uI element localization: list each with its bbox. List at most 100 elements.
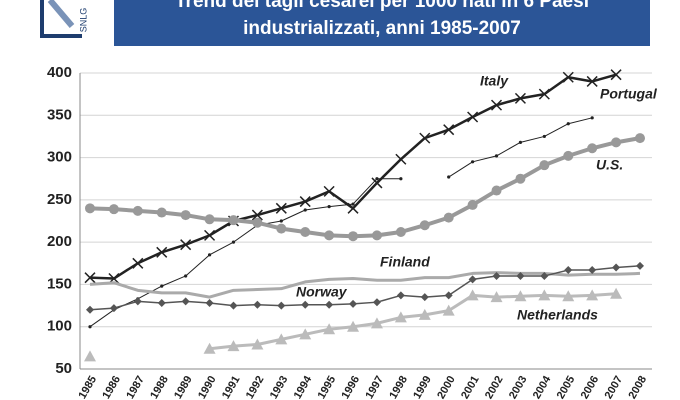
marker [611,137,622,148]
series-label: Netherlands [517,307,598,323]
marker [515,173,526,184]
marker [84,272,96,284]
marker [275,202,287,214]
x-tick-label: 1987 [124,374,147,400]
marker [372,298,381,307]
x-tick-label: 1985 [76,374,99,400]
marker [348,231,359,242]
series-line [89,136,641,239]
marker [494,154,499,158]
x-tick-label: 1995 [316,374,339,400]
marker [447,175,451,179]
marker [371,177,383,189]
x-tick-label: 1988 [148,374,171,400]
marker [156,207,167,218]
marker [301,300,310,309]
series-label: Italy [480,73,509,89]
x-tick-label: 2001 [459,374,482,400]
marker [395,153,407,165]
x-tick-label: 1989 [172,374,195,400]
marker [419,220,430,231]
x-tick-label: 2006 [579,374,602,400]
y-tick-label: 100 [47,318,72,335]
marker [229,301,238,310]
marker [371,230,382,241]
marker [490,99,503,111]
marker [180,239,192,251]
marker [443,212,454,223]
marker [156,246,168,258]
x-tick-label: 2008 [626,374,649,400]
marker [538,88,550,100]
marker [277,301,286,310]
marker [327,205,331,209]
x-tick-label: 1998 [387,374,410,400]
x-tick-label: 2000 [435,374,458,400]
marker [492,271,501,280]
y-tick-label: 250 [47,191,72,208]
x-tick-label: 1991 [220,374,243,400]
marker [157,299,166,308]
marker [299,328,312,340]
logo-arrow [47,0,75,28]
marker [324,230,335,241]
marker [566,122,570,126]
marker [540,271,549,280]
marker [563,150,574,161]
series-line [89,271,641,299]
marker [562,290,575,302]
marker [444,291,453,300]
marker [420,293,429,302]
marker [514,92,526,104]
marker [564,266,573,275]
marker [252,217,263,228]
series-line [209,292,617,351]
marker [133,297,142,306]
marker [253,300,262,309]
marker [299,196,311,208]
marker [636,261,644,270]
marker [610,69,622,81]
y-tick-label: 150 [47,275,72,292]
y-tick-label: 350 [47,106,72,123]
marker [303,208,307,212]
series-label: Portugal [600,86,658,102]
marker [471,160,475,164]
x-tick-label: 1993 [268,374,291,400]
marker [514,290,527,302]
marker [227,340,240,352]
chart-title: Trend dei tagli cesarei per 1000 nati in… [175,0,589,12]
x-tick-label: 2004 [531,373,554,400]
marker [466,289,479,301]
marker [84,350,96,362]
x-tick-label: 2002 [483,374,506,400]
marker [586,75,598,87]
marker [612,263,621,272]
series-label: U.S. [596,157,623,173]
logo-text: SNLG [78,8,88,33]
marker [587,143,598,154]
marker [228,215,239,226]
marker [418,308,431,320]
marker [399,177,403,181]
marker [184,274,188,278]
marker [539,160,550,171]
marker [300,226,311,237]
marker [542,134,546,139]
marker [562,71,574,83]
marker [518,140,523,144]
x-tick-label: 1997 [363,374,386,400]
marker [610,287,623,299]
marker [395,226,406,237]
marker [586,289,599,301]
marker [323,185,335,197]
marker [467,111,479,123]
marker [86,305,94,314]
marker [160,284,164,288]
marker [325,300,334,309]
marker [207,253,212,257]
series-line [89,73,617,280]
y-tick-label: 200 [47,233,72,250]
marker [275,333,288,345]
x-tick-label: 2007 [603,374,626,400]
